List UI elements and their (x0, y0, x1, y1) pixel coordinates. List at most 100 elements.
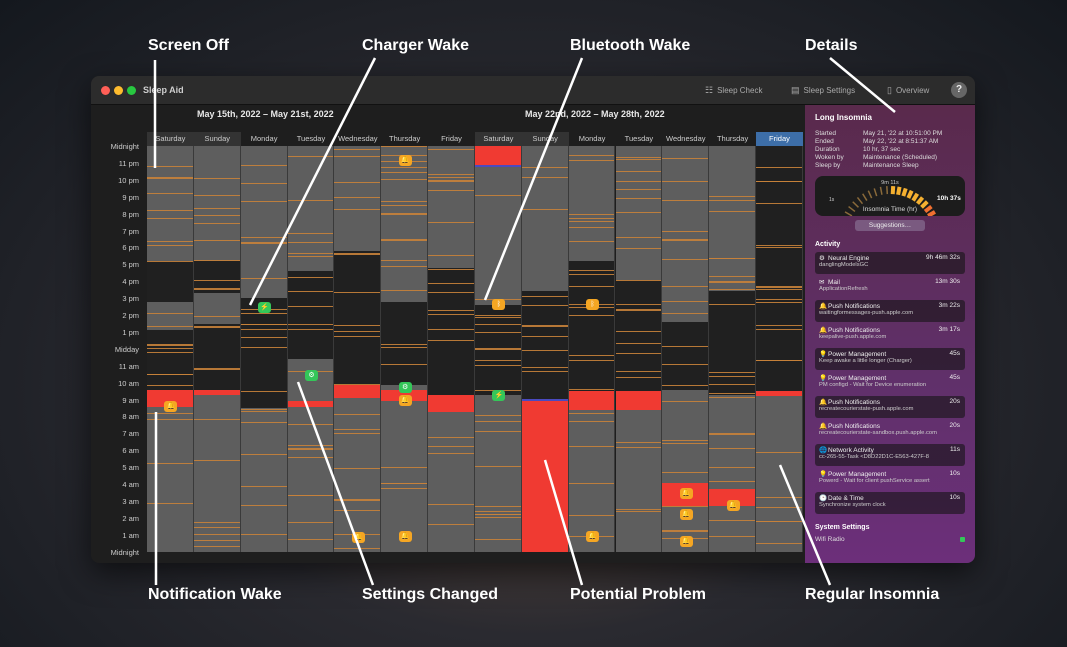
insomnia-block[interactable] (334, 384, 381, 399)
wake-event-line (287, 324, 334, 326)
day-header[interactable]: Monday (578, 134, 606, 143)
wake-event-line (193, 288, 240, 290)
notification-wake-icon[interactable]: 🔔 (398, 155, 412, 167)
insomnia-block[interactable] (756, 391, 802, 397)
day-header[interactable]: Friday (441, 134, 462, 143)
wake-event-line (287, 328, 334, 330)
day-column[interactable] (568, 146, 616, 552)
activity-item[interactable]: 🔔Push Notifications waitingformessages-pu… (815, 300, 965, 322)
sleep-settings-button[interactable]: ▤ Sleep Settings (791, 85, 855, 96)
insomnia-block[interactable] (193, 389, 240, 395)
bluetooth-wake-icon[interactable]: ᛒ (586, 299, 600, 311)
wake-event-line (240, 182, 287, 184)
wake-event-line (709, 282, 756, 284)
day-column[interactable] (428, 146, 475, 552)
wake-event-line (709, 199, 756, 201)
day-header[interactable]: Saturday (147, 132, 194, 146)
insomnia-block[interactable] (568, 391, 615, 410)
hour-label: 11 am (118, 361, 139, 371)
activity-item[interactable]: 🌐Network Activity cc-265-55-Task <D8D22D1… (815, 444, 965, 466)
day-header[interactable]: Tuesday (296, 134, 326, 143)
minimize-button[interactable] (114, 86, 123, 95)
notification-wake-icon[interactable]: 🔔 (398, 530, 412, 542)
activity-item[interactable]: 💡Power Management Powerd - Wait for clien… (815, 468, 965, 490)
day-column[interactable] (193, 146, 241, 552)
day-column[interactable] (287, 146, 335, 552)
awake-block (334, 250, 381, 385)
hour-label: 7 pm (122, 226, 139, 236)
wake-event-line (662, 439, 709, 441)
day-column[interactable] (615, 146, 663, 552)
insomnia-block[interactable] (147, 389, 193, 407)
day-header[interactable]: Monday (250, 134, 278, 143)
wake-event-line (193, 222, 240, 224)
day-header[interactable]: Thursday (389, 134, 421, 143)
notification-wake-icon[interactable]: 🔔 (164, 400, 178, 412)
insomnia-block[interactable] (521, 399, 568, 552)
wake-event-line (381, 205, 428, 207)
settings-wake-icon[interactable]: ⚙ (304, 370, 318, 382)
day-column[interactable] (381, 146, 429, 552)
day-header[interactable]: Thursday (716, 134, 749, 143)
activity-item[interactable]: 💡Power Management Keep awake a little lon… (815, 348, 965, 370)
day-header[interactable]: Sunday (521, 132, 569, 146)
gauge-tick (848, 205, 856, 213)
day-column[interactable] (240, 146, 288, 552)
insomnia-block[interactable] (474, 146, 521, 167)
day-header[interactable]: Saturday (474, 132, 522, 146)
wake-event-line (615, 170, 662, 172)
wake-event-line (709, 393, 756, 395)
notification-wake-icon[interactable]: 🔔 (398, 395, 412, 407)
day-column[interactable] (147, 146, 194, 552)
day-column[interactable] (662, 146, 710, 552)
day-column[interactable] (334, 146, 382, 552)
charger-wake-icon[interactable]: ⚡ (492, 390, 506, 402)
notification-wake-icon[interactable]: 🔔 (679, 535, 693, 547)
notification-wake-icon[interactable]: 🔔 (679, 508, 693, 520)
zoom-button[interactable] (127, 86, 136, 95)
hour-label: 3 am (122, 496, 139, 506)
day-column[interactable] (521, 146, 569, 552)
wake-event-line (147, 210, 193, 212)
day-column[interactable] (474, 146, 522, 552)
day-header[interactable]: Wednesday (666, 134, 706, 143)
notification-wake-icon[interactable]: 🔔 (586, 530, 600, 542)
gauge-tick (896, 186, 902, 196)
day-header[interactable]: Wednesday (338, 134, 378, 143)
overview-button[interactable]: ▯ Overview (887, 85, 929, 96)
activity-detail: cc-265-55-Task <D8D22D1C-E563-427F-8 (819, 454, 930, 460)
bluetooth-wake-icon[interactable]: ᛒ (492, 299, 506, 311)
activity-item[interactable]: 🕑Date & Time Synchronize system clock 10s (815, 492, 965, 514)
activity-item[interactable]: ⚙ Neural Engine danglingModelsGC 9h 46m 32s (815, 252, 965, 274)
gauge-tick (923, 204, 933, 214)
day-column[interactable] (709, 146, 757, 552)
day-header[interactable]: Friday (756, 132, 803, 146)
close-button[interactable] (101, 86, 110, 95)
day-header[interactable]: Sunday (193, 132, 241, 146)
wake-event-line (709, 536, 756, 538)
insomnia-block[interactable] (428, 394, 474, 412)
wake-event-line (709, 276, 756, 278)
insomnia-block[interactable] (709, 489, 756, 507)
activity-item[interactable]: 🔔Push Notifications recreatecourierstate-… (815, 420, 965, 442)
sleep-check-button[interactable]: ☷ Sleep Check (705, 85, 762, 96)
activity-item[interactable]: 🔔Push Notifications keepalive-push.apple.… (815, 324, 965, 346)
suggestions-button[interactable]: Suggestions… (855, 220, 925, 231)
activity-item[interactable]: ✉ Mail ApplicationRefresh 13m 30s (815, 276, 965, 298)
activity-item[interactable]: 🔔Push Notifications recreatecourierstate-… (815, 396, 965, 418)
settings-wake-icon[interactable]: ⚙ (398, 381, 412, 393)
charger-wake-icon[interactable]: ⚡ (258, 302, 272, 314)
insomnia-block[interactable] (287, 401, 334, 407)
notification-wake-icon[interactable]: 🔔 (726, 500, 740, 512)
notification-wake-icon[interactable]: 🔔 (351, 532, 365, 544)
insomnia-block[interactable] (615, 391, 662, 410)
activity-item[interactable]: 💡Power Management PM configd - Wait for D… (815, 372, 965, 394)
wake-event-line (521, 208, 568, 210)
wake-event-line (240, 533, 287, 535)
help-button[interactable]: ? (951, 82, 967, 98)
day-column[interactable] (756, 146, 803, 552)
notification-wake-icon[interactable]: 🔔 (679, 488, 693, 500)
week-title-1: May 15th, 2022 – May 21st, 2022 (197, 109, 334, 119)
hour-label: 1 am (122, 530, 139, 540)
day-header[interactable]: Tuesday (624, 134, 654, 143)
